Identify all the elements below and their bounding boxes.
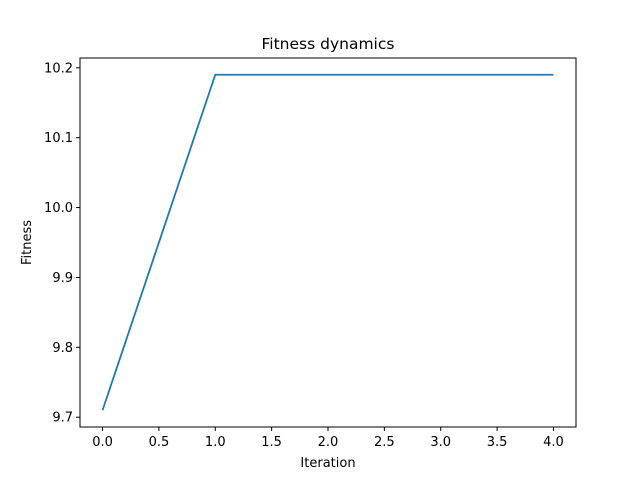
y-tick-label: 9.8	[52, 341, 73, 356]
chart-title: Fitness dynamics	[262, 35, 395, 53]
x-tick-label: 0.5	[149, 435, 170, 450]
plot-area	[80, 58, 576, 427]
x-tick-label: 2.0	[318, 435, 339, 450]
series-layer	[101, 73, 554, 411]
x-tick-label: 3.0	[430, 435, 451, 450]
y-tick-label: 9.7	[52, 411, 73, 426]
y-tick-label: 9.9	[52, 271, 73, 286]
x-tick-label: 2.5	[374, 435, 395, 450]
y-axis-label: Fitness	[20, 220, 35, 265]
y-tick-label: 10.2	[44, 61, 73, 76]
y-tick-label: 10.1	[44, 131, 73, 146]
x-tick-label: 1.0	[205, 435, 226, 450]
x-tick-label: 0.0	[92, 435, 113, 450]
ticks-layer: 0.0 0.5 1.0 1.5 2.0 2.5 3.0 3.5 4.0 9.7 9.8 9.9 10.0…	[44, 61, 564, 450]
series-line	[101, 73, 554, 411]
x-axis-label: Iteration	[300, 456, 355, 471]
y-tick-label: 10.0	[44, 201, 73, 216]
x-tick-label: 1.5	[261, 435, 282, 450]
x-tick-label: 3.5	[487, 435, 508, 450]
plot-frame	[79, 57, 577, 428]
x-tick-label: 4.0	[543, 435, 564, 450]
